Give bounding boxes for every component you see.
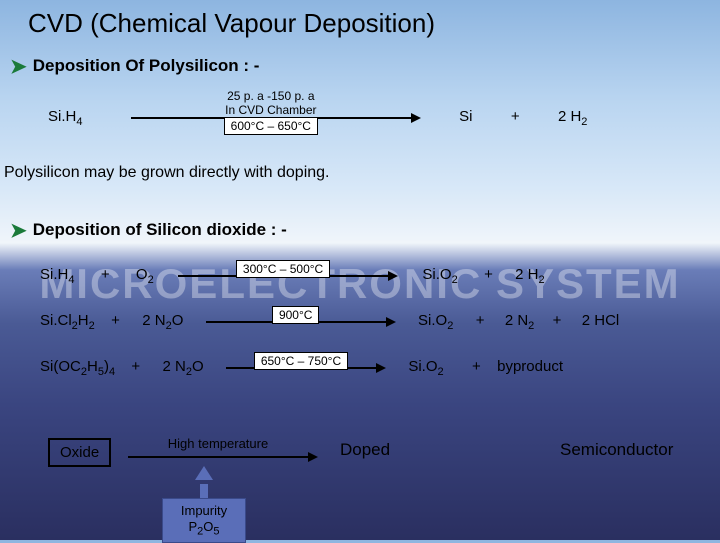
plus-sign: + [101,266,110,283]
doped-label: Doped [340,440,390,460]
plus-sign: + [553,312,562,329]
r1-product-si: Si [459,108,472,125]
impurity-box: Impurity P2O5 [162,498,246,543]
polysilicon-note: Polysilicon may be grown directly with d… [4,164,329,182]
arrow-temp-3: 900°C [206,306,386,324]
r3-product3: 2 HCl [582,312,620,329]
plus-sign: + [111,312,120,329]
reaction-4: Si(OC2H5)4 + 2 N2O 650°C – 750°C Si.O2 +… [40,358,563,378]
arrow-temp-2: 300°C – 500°C [178,260,388,278]
arrow-temp-1: 600°C – 650°C [131,117,411,135]
oxide-box: Oxide [48,438,111,467]
r2-product2: 2 H2 [515,266,544,283]
plus-sign: + [511,108,520,125]
section2-text: Deposition of Silicon dioxide : - [33,220,287,239]
r3-reactant1: Si.Cl2H2 [40,312,95,329]
r2-reactant2: O2 [136,266,154,283]
reaction-arrow-4: 650°C – 750°C [226,359,386,376]
arrow-temp-4: 650°C – 750°C [226,352,376,370]
r3-reactant2: 2 N2O [142,312,183,329]
r4-product1: Si.O2 [408,358,443,375]
bullet-icon: ➤ [10,218,27,243]
r2-reactant1: Si.H4 [40,266,74,283]
reaction-1: Si.H4 25 p. a -150 p. aIn CVD Chamber 60… [48,108,587,128]
r2-product1: Si.O2 [422,266,457,283]
plus-sign: + [472,358,481,375]
r4-reactant1: Si(OC2H5)4 [40,358,115,375]
section-heading-polysilicon: ➤ Deposition Of Polysilicon : - [10,54,259,79]
plus-sign: + [476,312,485,329]
semiconductor-label: Semiconductor [560,440,673,460]
arrow-condition-text: 25 p. a -150 p. aIn CVD Chamber [131,90,411,118]
r3-product2: 2 N2 [505,312,534,329]
r1-reactant: Si.H4 [48,108,82,125]
reaction-arrow-2: 300°C – 500°C [178,267,398,284]
plus-sign: + [484,266,493,283]
page-title: CVD (Chemical Vapour Deposition) [28,8,435,39]
high-temp-label: High temperature [128,437,308,452]
reaction-3: Si.Cl2H2 + 2 N2O 900°C Si.O2 + 2 N2 + 2 … [40,312,619,332]
plus-sign: + [131,358,140,375]
r1-product-h2: 2 H2 [558,108,587,125]
reaction-arrow-3: 900°C [206,313,396,330]
r4-product2: byproduct [497,358,563,375]
r3-product1: Si.O2 [418,312,453,329]
reaction-2: Si.H4 + O2 300°C – 500°C Si.O2 + 2 H2 [40,266,545,286]
reaction-arrow-1: 25 p. a -150 p. aIn CVD Chamber 600°C – … [131,109,421,126]
bullet-icon: ➤ [10,54,27,79]
section-heading-dioxide: ➤ Deposition of Silicon dioxide : - [10,218,287,243]
r4-reactant2: 2 N2O [163,358,204,375]
section1-text: Deposition Of Polysilicon : - [33,56,260,75]
bottom-arrow: High temperature [128,448,318,466]
